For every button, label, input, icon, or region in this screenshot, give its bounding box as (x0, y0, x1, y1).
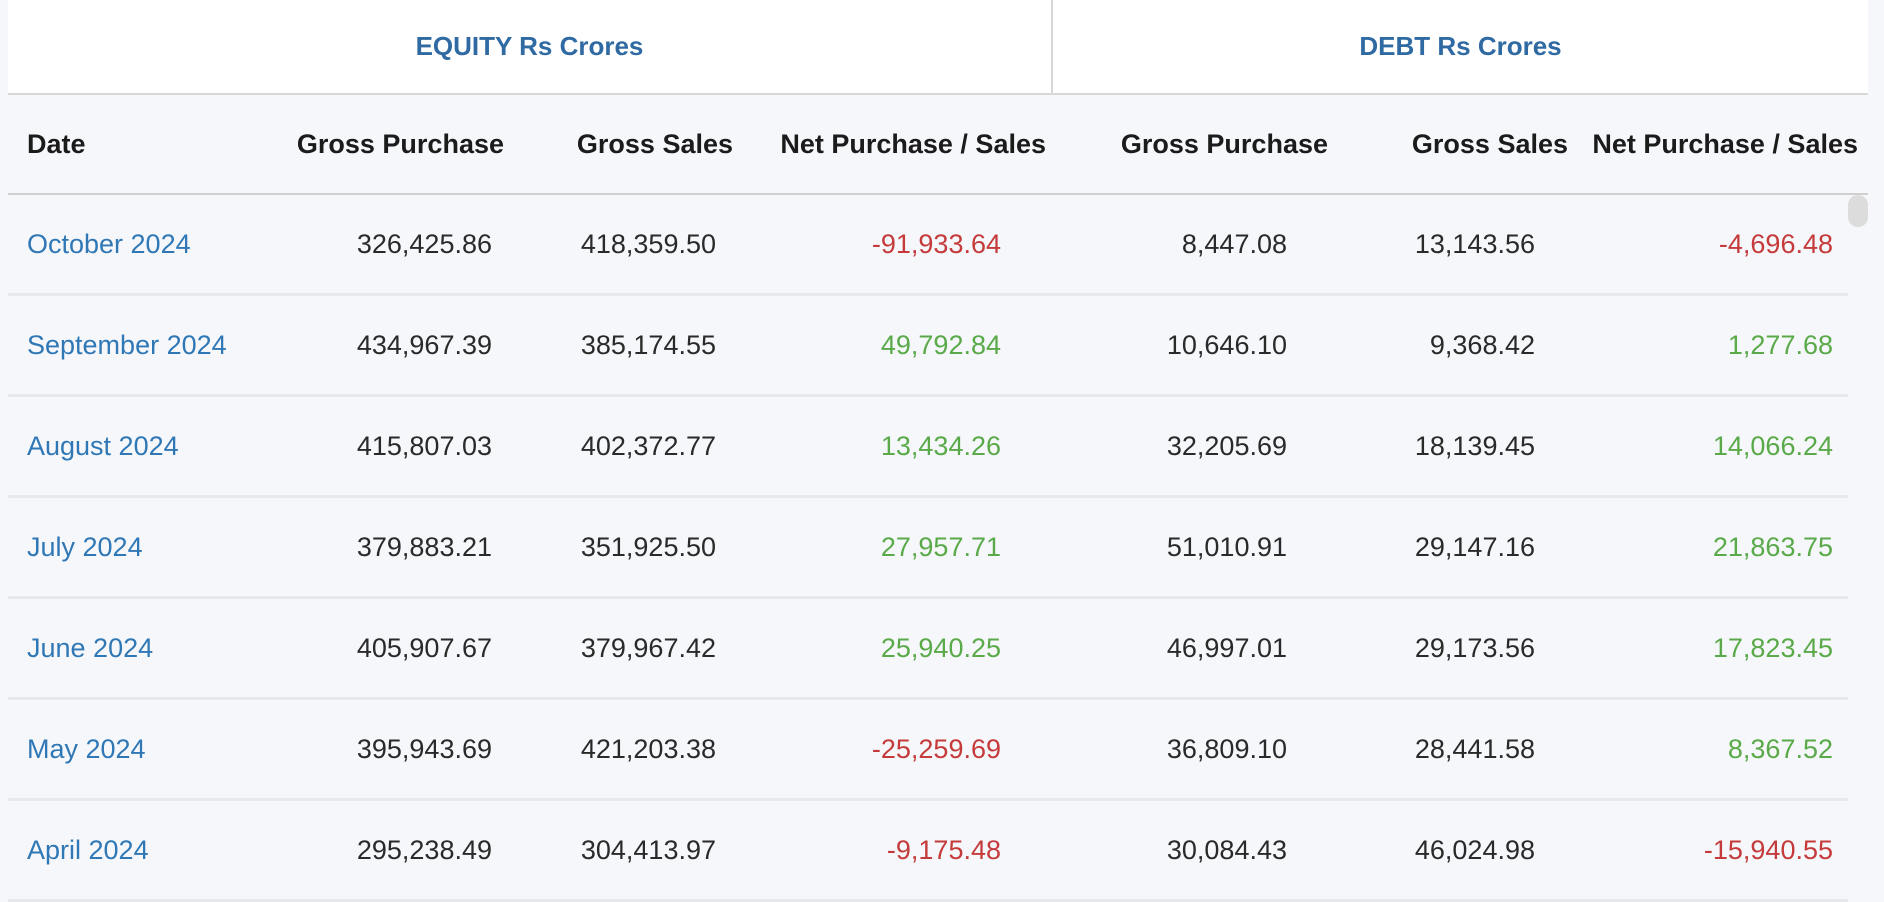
column-header-debt-gross-purchase: Gross Purchase (1120, 129, 1328, 159)
debt-gross-purchase: 8,447.08 (1181, 229, 1287, 259)
equity-gross-sales: 402,372.77 (580, 431, 716, 461)
date-link[interactable]: July 2024 (27, 532, 143, 562)
table-body: October 2024 326,425.86 418,359.50 -91,9… (8, 195, 1848, 902)
equity-group-header: EQUITY Rs Crores (8, 0, 1053, 93)
equity-gross-purchase: 415,807.03 (356, 431, 492, 461)
equity-net: 13,434.26 (880, 431, 1001, 461)
debt-gross-sales: 13,143.56 (1414, 229, 1535, 259)
table-row: October 2024 326,425.86 418,359.50 -91,9… (8, 195, 1848, 296)
debt-net: 17,823.45 (1712, 633, 1833, 663)
debt-gross-purchase: 30,084.43 (1166, 835, 1287, 865)
date-link[interactable]: August 2024 (27, 431, 179, 461)
equity-gross-purchase: 379,883.21 (356, 532, 492, 562)
debt-gross-purchase: 32,205.69 (1166, 431, 1287, 461)
debt-gross-sales: 18,139.45 (1414, 431, 1535, 461)
equity-gross-sales: 385,174.55 (580, 330, 716, 360)
group-header-row: EQUITY Rs Crores DEBT Rs Crores (8, 0, 1868, 95)
debt-gross-sales: 29,147.16 (1414, 532, 1535, 562)
equity-gross-sales: 418,359.50 (580, 229, 716, 259)
equity-gross-purchase: 395,943.69 (356, 734, 492, 764)
equity-gross-sales: 379,967.42 (580, 633, 716, 663)
table-row: May 2024 395,943.69 421,203.38 -25,259.6… (8, 700, 1848, 801)
equity-gross-purchase: 326,425.86 (356, 229, 492, 259)
debt-net: 1,277.68 (1727, 330, 1833, 360)
column-header-equity-net: Net Purchase / Sales (780, 129, 1046, 159)
debt-net: 8,367.52 (1727, 734, 1833, 764)
debt-group-header: DEBT Rs Crores (1359, 31, 1562, 61)
column-header-equity-gross-purchase: Gross Purchase (296, 129, 504, 159)
debt-gross-sales: 29,173.56 (1414, 633, 1535, 663)
date-link[interactable]: May 2024 (27, 734, 146, 764)
debt-net: 21,863.75 (1712, 532, 1833, 562)
debt-gross-sales: 9,368.42 (1429, 330, 1535, 360)
equity-gross-purchase: 434,967.39 (356, 330, 492, 360)
date-link[interactable]: October 2024 (27, 229, 191, 259)
column-header-equity-gross-sales: Gross Sales (576, 129, 733, 159)
debt-gross-purchase: 10,646.10 (1166, 330, 1287, 360)
debt-gross-purchase: 36,809.10 (1166, 734, 1287, 764)
equity-gross-purchase: 295,238.49 (356, 835, 492, 865)
equity-net: 27,957.71 (880, 532, 1001, 562)
table-row: August 2024 415,807.03 402,372.77 13,434… (8, 397, 1848, 498)
date-link[interactable]: April 2024 (27, 835, 149, 865)
date-link[interactable]: June 2024 (27, 633, 154, 663)
equity-net: 25,940.25 (880, 633, 1001, 663)
debt-net: -4,696.48 (1718, 229, 1833, 259)
column-header-debt-net: Net Purchase / Sales (1592, 129, 1858, 159)
column-header-debt-gross-sales: Gross Sales (1411, 129, 1568, 159)
debt-gross-sales: 28,441.58 (1414, 734, 1535, 764)
table-row: April 2024 295,238.49 304,413.97 -9,175.… (8, 801, 1848, 902)
equity-gross-purchase: 405,907.67 (356, 633, 492, 663)
debt-net: -15,940.55 (1703, 835, 1833, 865)
vertical-scrollbar-thumb[interactable] (1848, 195, 1868, 227)
equity-gross-sales: 421,203.38 (580, 734, 716, 764)
column-header-date: Date (27, 129, 86, 159)
equity-net: -9,175.48 (886, 835, 1001, 865)
debt-gross-purchase: 46,997.01 (1166, 633, 1287, 663)
debt-gross-sales: 46,024.98 (1414, 835, 1535, 865)
table-row: July 2024 379,883.21 351,925.50 27,957.7… (8, 498, 1848, 599)
equity-net: 49,792.84 (880, 330, 1001, 360)
equity-gross-sales: 351,925.50 (580, 532, 716, 562)
debt-gross-purchase: 51,010.91 (1166, 532, 1287, 562)
date-link[interactable]: September 2024 (27, 330, 227, 360)
equity-net: -25,259.69 (871, 734, 1001, 764)
table-row: September 2024 434,967.39 385,174.55 49,… (8, 296, 1848, 397)
equity-gross-sales: 304,413.97 (580, 835, 716, 865)
column-header-row: Date Gross Purchase Gross Sales Net Purc… (8, 95, 1868, 195)
equity-net: -91,933.64 (871, 229, 1001, 259)
table-row: June 2024 405,907.67 379,967.42 25,940.2… (8, 599, 1848, 700)
debt-net: 14,066.24 (1712, 431, 1833, 461)
